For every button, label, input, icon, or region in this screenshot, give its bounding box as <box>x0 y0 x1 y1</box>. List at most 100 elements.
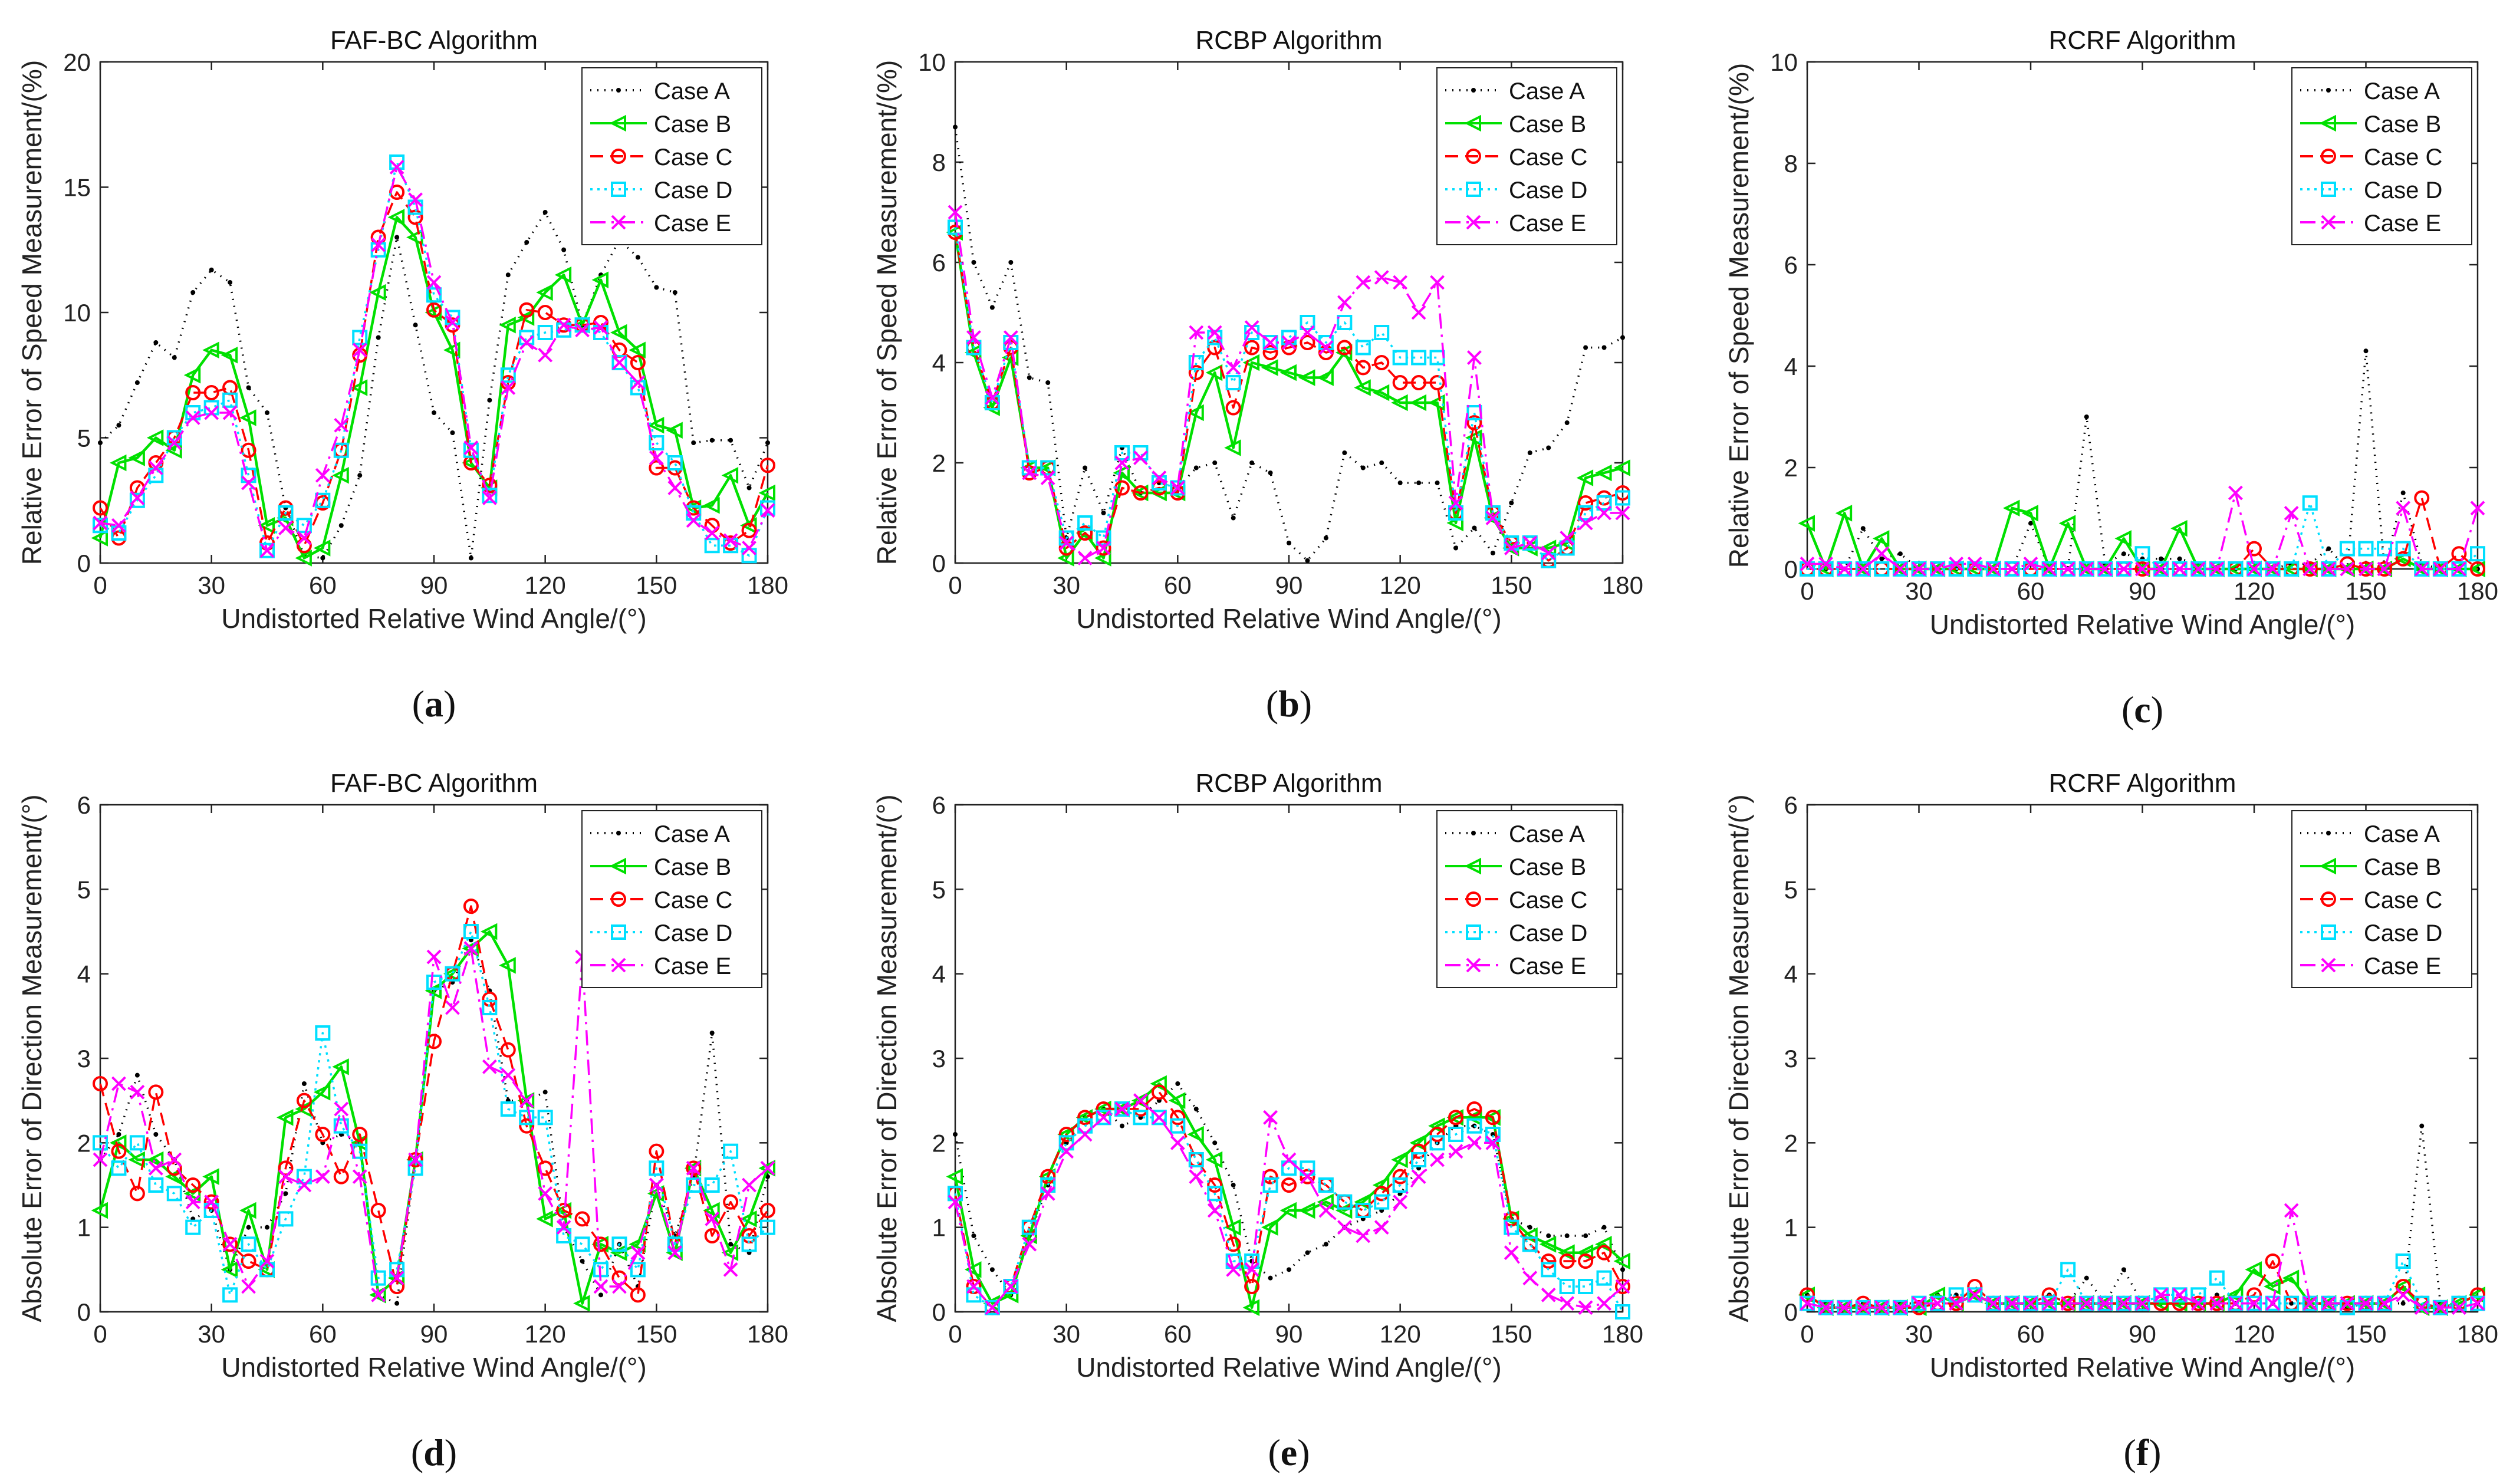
data-point <box>129 1186 145 1202</box>
chart-panel-f: RCRF Algorithm 0 30 60 90 120 150 180 0 1 2 3 4 5 6 Und… <box>1723 769 2498 1473</box>
data-point <box>482 1000 498 1015</box>
data-point <box>723 1194 739 1210</box>
data-point <box>278 1169 293 1184</box>
data-point <box>2079 1296 2094 1311</box>
data-point <box>556 1203 572 1218</box>
data-point <box>91 529 108 547</box>
data-point <box>2042 561 2057 577</box>
y-tick-label: 2 <box>932 1129 946 1157</box>
data-point <box>148 1177 164 1193</box>
x-tick-label: 30 <box>198 571 225 599</box>
data-point <box>202 341 219 358</box>
data-point <box>2395 1279 2411 1294</box>
data-point <box>2023 1296 2038 1311</box>
data-point <box>1818 1300 1833 1315</box>
y-tick-label: 5 <box>1784 876 1798 903</box>
data-point <box>148 1160 163 1176</box>
data-point <box>1615 1279 1630 1294</box>
data-point <box>1397 481 1403 485</box>
data-point <box>667 481 683 495</box>
data-point <box>2377 561 2393 577</box>
data-point <box>1409 1134 1427 1151</box>
data-point <box>728 437 733 443</box>
data-point <box>667 455 683 470</box>
data-point <box>350 379 368 396</box>
x-axis-label: Undistorted Relative Wind Angle/(°) <box>1076 1352 1502 1383</box>
data-point <box>2470 1296 2485 1311</box>
series-case-e <box>948 1093 1630 1315</box>
data-point <box>1268 1275 1273 1281</box>
data-point <box>501 1068 516 1083</box>
data-point <box>1620 1267 1625 1272</box>
legend: Case A Case B Case C Case D Case E <box>2291 810 2472 988</box>
data-point <box>1930 561 1946 577</box>
legend-marker <box>2321 149 2336 164</box>
data-point <box>371 1287 386 1302</box>
data-point <box>1578 505 1594 521</box>
x-axis-label: Undistorted Relative Wind Angle/(°) <box>1076 603 1502 634</box>
data-point <box>953 124 958 130</box>
series-case-e <box>1800 485 2485 577</box>
data-point <box>1596 1270 1612 1286</box>
data-point <box>389 160 404 175</box>
data-point <box>1601 1225 1607 1230</box>
data-point <box>1522 1236 1538 1252</box>
legend-marker <box>2319 114 2336 132</box>
data-point <box>1244 1279 1260 1294</box>
data-point <box>2190 561 2206 577</box>
legend-marker <box>2321 924 2336 940</box>
data-point <box>297 1177 312 1193</box>
legend-entry: Case A <box>2364 78 2440 104</box>
data-point <box>704 1177 720 1193</box>
data-point <box>2177 556 2182 561</box>
data-point <box>1226 1262 1241 1277</box>
data-point <box>221 347 238 364</box>
data-point <box>1912 561 1926 577</box>
data-point <box>228 280 233 285</box>
data-point <box>2023 556 2038 571</box>
data-point <box>1465 1109 1482 1126</box>
y-tick-label: 15 <box>63 174 91 202</box>
data-point <box>1300 335 1315 350</box>
x-tick-label: 120 <box>2234 1320 2275 1348</box>
data-point <box>593 1236 608 1252</box>
data-point <box>1578 1253 1594 1269</box>
data-point <box>1077 1127 1093 1142</box>
data-point <box>1317 1193 1334 1210</box>
data-point <box>265 410 269 415</box>
data-point <box>1231 1183 1236 1187</box>
data-point <box>989 1267 995 1272</box>
data-point <box>1114 1101 1130 1117</box>
legend-marker <box>2321 215 2336 230</box>
data-point <box>2060 561 2075 577</box>
data-point <box>130 491 145 505</box>
data-point <box>1298 1202 1315 1219</box>
data-point <box>1466 415 1482 430</box>
data-point <box>1305 1250 1310 1255</box>
data-point <box>1985 561 2001 577</box>
data-point <box>1860 526 1866 531</box>
data-point <box>246 385 251 390</box>
x-tick-label: 150 <box>1491 1320 1532 1348</box>
data-point <box>1559 540 1575 556</box>
x-tick-label: 180 <box>747 1320 788 1348</box>
data-point <box>463 899 479 914</box>
legend-marker <box>1466 924 1481 940</box>
data-point <box>686 513 701 528</box>
data-point <box>537 325 553 340</box>
data-point <box>1559 1253 1575 1269</box>
data-point <box>111 1076 126 1091</box>
data-point <box>389 1271 404 1286</box>
data-point <box>1279 1202 1297 1219</box>
data-point <box>1170 1118 1186 1134</box>
y-axis-label: Absolute Error of Direction Measurement/… <box>17 794 47 1322</box>
data-point <box>765 440 770 445</box>
data-point <box>1187 404 1204 422</box>
data-point <box>1262 345 1278 360</box>
data-point <box>1207 1177 1223 1193</box>
data-point <box>426 275 442 290</box>
data-point <box>153 1132 159 1137</box>
data-point <box>519 335 534 350</box>
legend-marker <box>2326 88 2331 93</box>
data-point <box>2452 1300 2466 1315</box>
